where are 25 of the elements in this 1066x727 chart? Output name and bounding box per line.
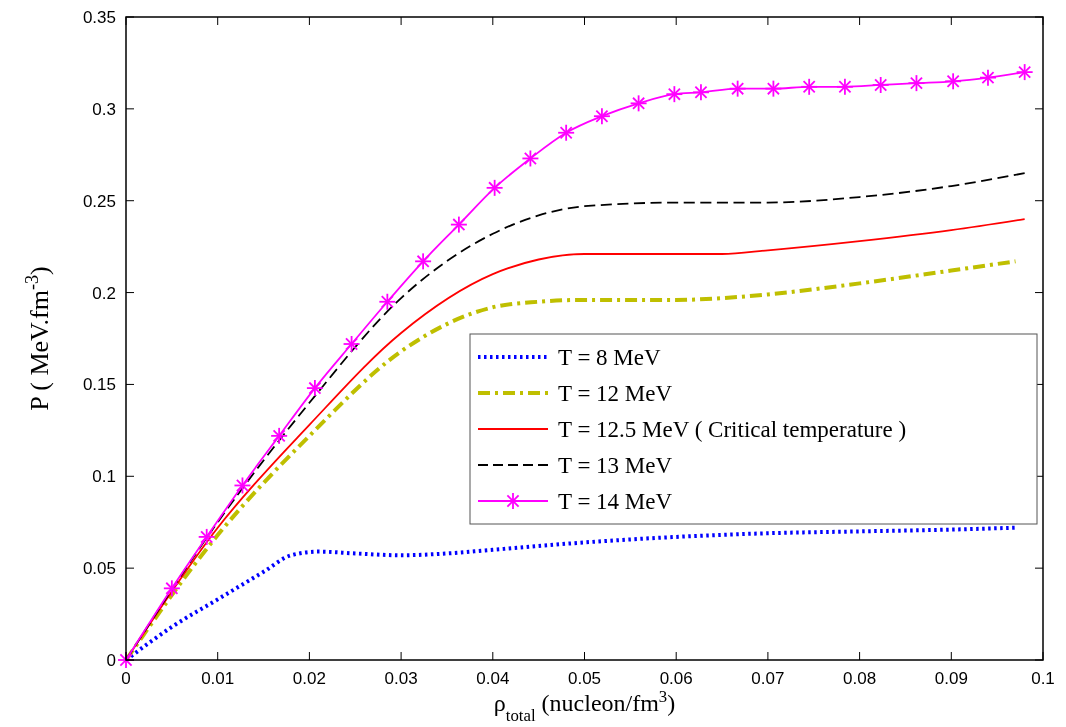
legend-label: T = 12 MeV [558, 381, 673, 406]
x-tick-label: 0.1 [1031, 669, 1055, 688]
x-tick-label: 0.02 [292, 669, 326, 688]
x-tick-label: 0.05 [567, 669, 602, 688]
legend-label: T = 12.5 MeV ( Critical temperature ) [558, 417, 907, 442]
y-tick-label: 0.1 [92, 467, 116, 487]
x-tick-label: 0.08 [843, 669, 877, 688]
x-axis-title: ρ$_{total}$ (nucleon/fm$^{3}$) [493, 686, 676, 725]
y-tick-label: 0.15 [82, 375, 116, 395]
x-tick-label: 0.03 [384, 669, 418, 688]
y-tick-label: 0.05 [82, 559, 116, 579]
legend-label: T = 14 MeV [558, 489, 673, 514]
y-tick-label: 0.3 [92, 99, 116, 119]
x-tick-label: 0.04 [476, 669, 510, 688]
x-tick-label: 0.09 [934, 669, 968, 688]
x-tick-label: 0.01 [201, 669, 235, 688]
x-tick-label: 0.07 [751, 669, 785, 688]
y-tick-label: 0 [106, 651, 116, 670]
y-tick-label: 0.25 [82, 191, 116, 211]
y-tick-label: 0.2 [92, 283, 116, 303]
x-tick-label: 0 [121, 669, 131, 688]
x-tick-label: 0.06 [659, 669, 693, 688]
legend-label: T = 13 MeV [558, 453, 673, 478]
y-tick-label: 0.35 [82, 8, 116, 27]
legend-label: T = 8 MeV [558, 345, 662, 370]
